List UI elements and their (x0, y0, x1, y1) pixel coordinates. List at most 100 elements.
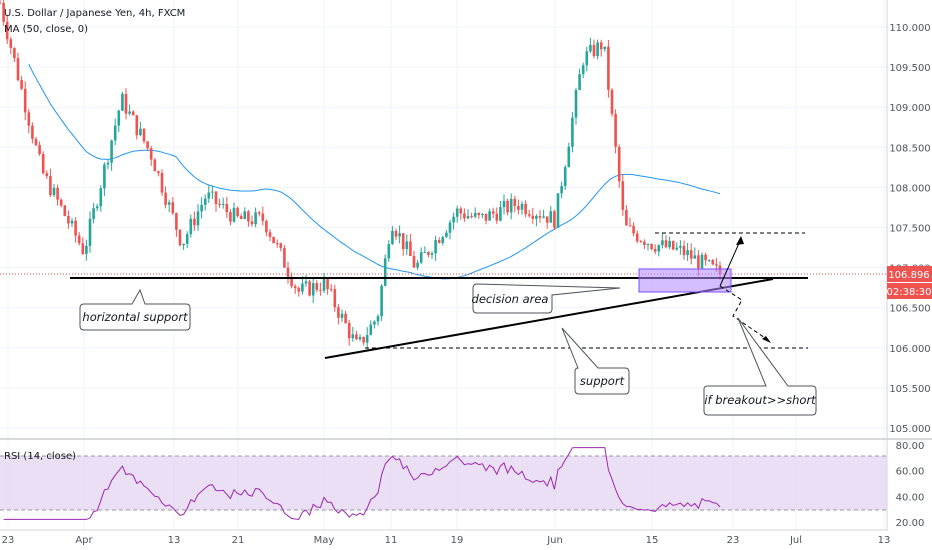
candle-body (376, 316, 380, 322)
candle-body (257, 212, 261, 214)
candle-body (463, 213, 466, 219)
time-tick-label: Apr (75, 535, 93, 546)
candle-body (9, 39, 13, 48)
candles (0, 0, 722, 350)
candle-body (398, 233, 401, 237)
time-tick-label: 13 (878, 535, 891, 546)
callout-support[interactable]: support (561, 327, 630, 395)
breakout-label: if breakout>>short (704, 393, 816, 407)
candle-body (394, 230, 398, 237)
candle-body (121, 93, 124, 111)
candle-body (160, 173, 164, 193)
candle-body (653, 249, 657, 252)
candle-body (250, 221, 254, 225)
candle-body (268, 232, 272, 237)
candle-body (441, 237, 445, 243)
time-tick-label: May (314, 535, 335, 546)
candle-body (585, 51, 589, 66)
candle-body (23, 88, 27, 113)
price-tick-label: 108.500 (889, 143, 930, 154)
callout-horizontal-support[interactable]: horizontal support (79, 288, 191, 331)
candle-body (473, 212, 477, 217)
candle-body (311, 283, 315, 296)
candle-body (358, 336, 362, 340)
time-axis[interactable]: 23 Apr 13 21 May 11 19 Jun 15 23 Jul 13 (2, 535, 891, 546)
candle-body (153, 159, 157, 172)
time-tick-label: 23 (2, 535, 15, 546)
candle-body (459, 208, 463, 214)
rsi-line (3, 447, 721, 520)
candle-body (63, 205, 67, 216)
candle-body (509, 198, 513, 213)
candle-body (614, 113, 617, 147)
callout-breakout[interactable]: if breakout>>short (703, 317, 817, 416)
candle-body (556, 193, 560, 228)
rsi-legend[interactable]: RSI (14, close) (4, 451, 76, 462)
rsi-pane[interactable] (0, 447, 887, 520)
symbol-legend[interactable]: U.S. Dollar / Japanese Yen, 4h, FXCM (4, 8, 185, 19)
candle-body (574, 90, 578, 118)
candle-body (297, 288, 301, 292)
candle-body (369, 324, 373, 336)
candle-body (531, 215, 535, 219)
candle-body (308, 281, 311, 296)
candle-body (254, 212, 257, 225)
time-tick-label: 11 (385, 535, 398, 546)
candle-body (239, 216, 243, 219)
candle-body (74, 220, 77, 236)
candle-body (2, 2, 5, 22)
candle-body (290, 276, 293, 287)
candle-body (351, 334, 355, 339)
candle-body (484, 213, 488, 221)
candle-body (38, 145, 41, 155)
candle-body (347, 323, 351, 339)
candle-body (679, 245, 682, 248)
candle-body (700, 254, 704, 269)
candle-body (196, 211, 200, 226)
candle-body (409, 241, 412, 256)
candle-body (326, 278, 329, 290)
time-tick-label: 15 (646, 535, 659, 546)
candle-body (560, 186, 563, 194)
candle-body (628, 225, 632, 227)
candle-body (596, 42, 599, 57)
ma-legend[interactable]: MA (50, close, 0) (4, 24, 88, 35)
candle-body (711, 260, 715, 265)
candle-body (513, 198, 517, 207)
candle-body (103, 164, 106, 189)
candle-body (221, 203, 225, 205)
candle-body (149, 148, 153, 160)
candle-body (293, 286, 297, 289)
decision-area-box[interactable] (638, 268, 732, 293)
candle-body (466, 216, 470, 219)
candle-body (146, 141, 149, 149)
time-tick-label: 21 (232, 535, 245, 546)
callout-decision-area[interactable]: decision area (472, 283, 621, 314)
candle-body (211, 191, 214, 193)
candle-body (650, 244, 653, 250)
price-tick-label: 109.500 (889, 63, 930, 74)
candle-body (527, 214, 531, 216)
candle-body (639, 241, 643, 243)
candle-body (49, 176, 52, 196)
ma-layer (28, 63, 721, 280)
candle-body (77, 235, 81, 244)
candle-body (27, 112, 31, 126)
candle-body (322, 278, 326, 291)
candle-body (131, 111, 135, 116)
candle-body (599, 42, 603, 50)
countdown-tag: 02:38:30 (887, 283, 932, 299)
candle-body (13, 47, 16, 59)
candle-body (427, 252, 430, 255)
candle-body (545, 216, 549, 223)
candle-body (517, 206, 520, 210)
candle-body (337, 307, 340, 318)
candle-body (499, 207, 502, 221)
price-tick-label: 105.000 (889, 424, 930, 435)
candle-body (178, 229, 182, 246)
candle-body (401, 233, 405, 250)
arrow-up (719, 240, 741, 287)
candle-body (243, 211, 247, 219)
candle-body (70, 220, 74, 224)
